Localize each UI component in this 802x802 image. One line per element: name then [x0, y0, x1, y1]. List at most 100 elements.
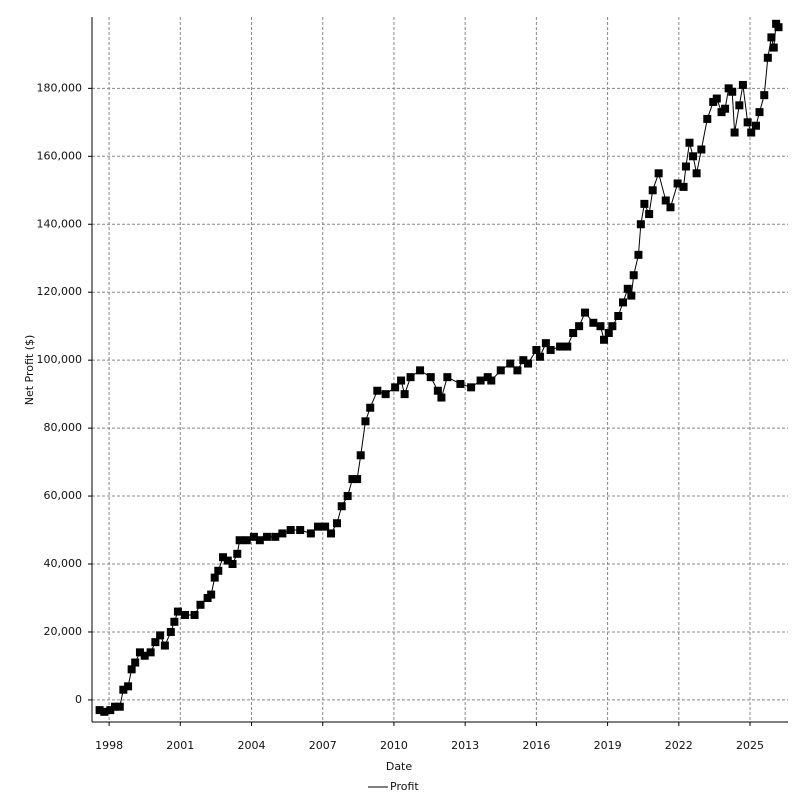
point	[366, 403, 375, 412]
x-tick-label: 2001	[166, 739, 194, 752]
point	[235, 536, 244, 545]
point	[262, 532, 271, 541]
point	[210, 573, 219, 582]
point	[467, 383, 476, 392]
point	[356, 451, 365, 460]
point	[535, 352, 544, 361]
y-tick-label: 160,000	[37, 149, 83, 162]
point	[685, 138, 694, 147]
point	[712, 94, 721, 103]
point	[681, 162, 690, 171]
point	[524, 359, 533, 368]
point	[743, 118, 752, 127]
point	[476, 376, 485, 385]
point	[774, 23, 783, 32]
point	[249, 532, 258, 541]
point	[640, 199, 649, 208]
point	[755, 108, 764, 117]
point	[127, 665, 136, 674]
point	[278, 529, 287, 538]
point	[228, 560, 237, 569]
point	[381, 390, 390, 399]
point	[135, 648, 144, 657]
point	[406, 373, 415, 382]
point	[600, 335, 609, 344]
point	[373, 386, 382, 395]
point	[207, 590, 216, 599]
x-tick-label: 2013	[451, 739, 479, 752]
point	[487, 376, 496, 385]
x-tick-label: 2022	[665, 739, 693, 752]
point	[166, 627, 175, 636]
x-tick-label: 2010	[380, 739, 408, 752]
point	[648, 186, 657, 195]
point	[627, 291, 636, 300]
point	[721, 104, 730, 113]
point	[214, 566, 223, 575]
y-tick-label: 100,000	[37, 353, 83, 366]
point	[619, 298, 628, 307]
point	[614, 311, 623, 320]
point	[140, 651, 149, 660]
point	[348, 475, 357, 484]
point	[111, 702, 120, 711]
point	[106, 706, 115, 715]
point	[433, 386, 442, 395]
point	[563, 342, 572, 351]
point	[170, 617, 179, 626]
point	[400, 390, 409, 399]
point	[673, 179, 682, 188]
point	[196, 600, 205, 609]
point	[575, 322, 584, 331]
point	[654, 169, 663, 178]
point	[608, 322, 617, 331]
point	[223, 556, 232, 565]
point	[556, 342, 565, 351]
x-tick-label: 1998	[95, 739, 123, 752]
point	[397, 376, 406, 385]
point	[337, 502, 346, 511]
point	[513, 366, 522, 375]
x-tick-label: 2019	[594, 739, 622, 752]
point	[747, 128, 756, 137]
point	[327, 529, 336, 538]
point	[146, 648, 155, 657]
point	[767, 33, 776, 42]
point	[760, 91, 769, 100]
point	[271, 532, 280, 541]
point	[661, 196, 670, 205]
point	[629, 271, 638, 280]
point	[219, 553, 228, 562]
point	[242, 536, 251, 545]
point	[769, 43, 778, 52]
y-tick-label: 20,000	[44, 625, 83, 638]
point	[131, 658, 140, 667]
point	[160, 641, 169, 650]
point	[645, 210, 654, 219]
point	[532, 345, 541, 354]
point	[697, 145, 706, 154]
point	[728, 87, 737, 96]
y-axis-label: Net Profit ($)	[23, 335, 36, 406]
point	[361, 417, 370, 426]
point	[426, 373, 435, 382]
y-tick-label: 0	[75, 693, 82, 706]
point	[100, 707, 109, 716]
point	[115, 702, 124, 711]
point	[443, 373, 452, 382]
point	[124, 682, 133, 691]
point	[679, 182, 688, 191]
point	[95, 706, 104, 715]
point	[496, 366, 505, 375]
point	[437, 393, 446, 402]
point	[519, 356, 528, 365]
point	[332, 519, 341, 528]
point	[738, 80, 747, 89]
y-tick-label: 120,000	[37, 285, 83, 298]
point	[313, 522, 322, 531]
point	[604, 328, 613, 337]
point	[581, 308, 590, 317]
point	[306, 529, 315, 538]
point	[623, 284, 632, 293]
